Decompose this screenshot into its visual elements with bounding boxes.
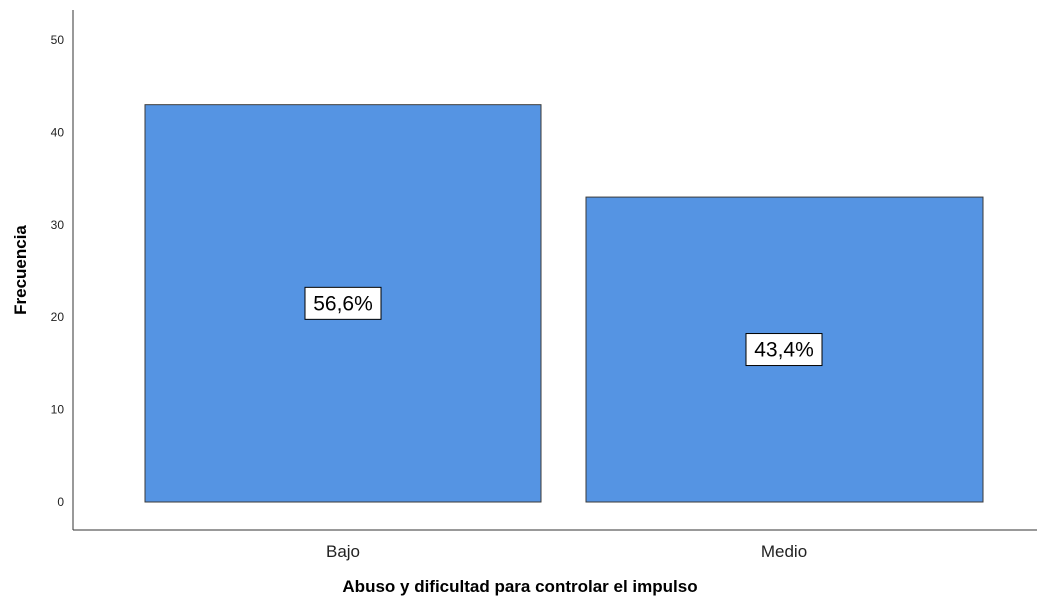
x-tick-labels: Bajo Medio <box>326 542 807 561</box>
x-tick-label: Bajo <box>326 542 360 561</box>
data-label-box <box>304 286 382 320</box>
x-axis-title: Abuso y dificultad para controlar el imp… <box>342 577 697 596</box>
y-tick-labels: 0 10 20 30 40 50 <box>51 33 65 509</box>
y-tick-label: 10 <box>51 403 65 417</box>
bars-layer <box>144 104 984 503</box>
data-labels: 56,6% 43,4% <box>304 286 823 367</box>
y-tick-label: 40 <box>51 125 65 139</box>
y-tick-label: 20 <box>51 310 65 324</box>
y-tick-label: 30 <box>51 218 65 232</box>
axes <box>72 10 1037 531</box>
data-label-text: 56,6% <box>313 292 373 315</box>
x-tick-label: Medio <box>761 542 807 561</box>
y-tick-label: 0 <box>57 495 64 509</box>
data-label: 43,4% <box>745 333 823 367</box>
y-axis-title: Frecuencia <box>11 225 30 315</box>
y-tick-label: 50 <box>51 33 65 47</box>
data-label-text: 43,4% <box>754 339 814 362</box>
data-label: 56,6% <box>304 286 382 320</box>
data-label-box <box>745 333 823 367</box>
